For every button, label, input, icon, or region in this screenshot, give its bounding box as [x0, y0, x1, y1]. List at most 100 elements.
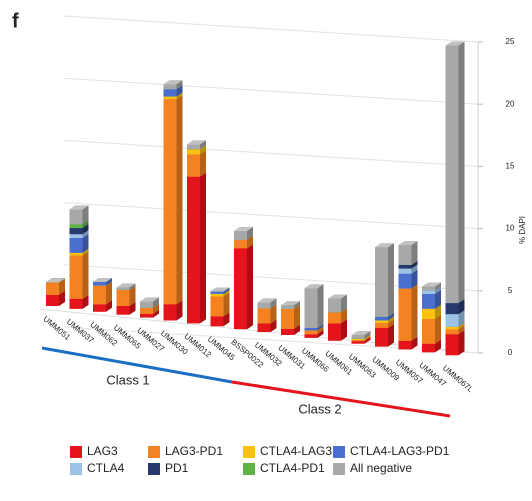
bar-side [223, 289, 230, 297]
bar-segment [234, 248, 247, 330]
bar-segment [351, 338, 365, 340]
bar-side [458, 310, 465, 327]
bar-segment [304, 330, 318, 335]
bar-segment [375, 316, 388, 321]
bar-segment [328, 323, 341, 341]
bar-side [59, 278, 65, 295]
bar-side [458, 322, 465, 330]
bar-segment [69, 228, 83, 235]
legend-label: CTLA4 [87, 461, 125, 475]
x-tick-label: UMM051 [41, 314, 72, 342]
bar-top [140, 297, 159, 302]
bar-segment [93, 285, 106, 305]
bar-side [341, 319, 347, 341]
legend-swatch [243, 463, 255, 475]
legend-swatch [148, 446, 160, 458]
bar-side [411, 260, 418, 269]
bar-top [163, 80, 183, 85]
bar-side [411, 264, 418, 274]
bar-side [82, 220, 89, 229]
bar-segment [210, 291, 224, 294]
bar-segment [445, 326, 459, 330]
bar-top [375, 243, 394, 248]
bar-segment [234, 239, 247, 249]
legend-label: LAG3 [87, 444, 118, 458]
legend-label: All negative [350, 461, 412, 475]
bar-side [82, 233, 89, 253]
bar-side [82, 294, 89, 309]
x-tick-label: UMM062 [88, 320, 119, 348]
x-tick-label: UMM063 [347, 352, 378, 380]
bar-side [388, 316, 394, 323]
x-tick-label: UMM065 [112, 323, 143, 351]
bar-top [93, 277, 112, 282]
bar-side [176, 300, 183, 321]
class-line [231, 380, 451, 418]
bar-segment [257, 302, 271, 309]
x-tick-label: UMM037 [65, 317, 96, 345]
bar-segment [69, 255, 83, 299]
bar-side [82, 205, 89, 225]
legend-label: CTLA4-LAG3 [260, 444, 332, 458]
bar-side [388, 312, 394, 321]
bar-segment [351, 334, 365, 339]
bar-segment [116, 287, 130, 290]
x-tick-label: UMM030 [159, 329, 190, 357]
bar-side [82, 224, 89, 235]
legend-swatch [243, 446, 255, 458]
grid-line [63, 139, 479, 167]
bar-side [294, 301, 300, 309]
annotation: Class 2 [298, 401, 341, 416]
bar-side [153, 309, 159, 318]
bar-side [247, 235, 253, 249]
grid-line [63, 202, 479, 230]
annotation: Class 1 [106, 372, 149, 387]
bar-top [281, 301, 300, 306]
bar-segment [375, 327, 388, 347]
bar-side [223, 287, 230, 294]
bar-top [46, 278, 65, 283]
bar-segment [187, 154, 200, 177]
bar-side [106, 281, 112, 305]
bar-segment [163, 304, 177, 321]
bar-side [59, 290, 65, 306]
bar-segment [422, 308, 435, 319]
bar-segment [257, 308, 271, 324]
bar-segment [163, 96, 177, 100]
bar-side [223, 292, 230, 317]
legend-swatch [70, 463, 82, 475]
bar-segment [351, 341, 365, 344]
x-tick-label: UMM047 [417, 361, 448, 389]
bar-side [364, 335, 371, 342]
bar-segment [140, 307, 153, 314]
x-tick-label: UMM027 [135, 326, 166, 354]
bar-side [411, 336, 418, 350]
bar-side [153, 303, 159, 314]
bar-segment [187, 149, 200, 155]
legend-swatch [70, 446, 82, 458]
bar-top [398, 241, 418, 246]
bar-side [294, 304, 300, 329]
bar-segment [422, 293, 435, 309]
bar-segment [116, 289, 130, 306]
bar-side [129, 283, 136, 290]
bar-segment [328, 312, 341, 324]
bar-segment [351, 339, 365, 342]
bar-top [422, 282, 441, 287]
legend-swatch [148, 463, 160, 475]
bar-segment [445, 45, 459, 304]
bar-segment [281, 328, 294, 335]
bar-segment [445, 334, 459, 356]
y-tick-label: 20 [506, 99, 515, 108]
bar-side [200, 140, 206, 150]
legend-label: LAG3-PD1 [165, 444, 223, 458]
y-axis-title: % DAPI [518, 216, 527, 244]
bar-side [270, 304, 277, 324]
bar-side [341, 294, 347, 313]
bar-side [435, 314, 441, 344]
bar-top [116, 283, 136, 288]
x-tick-label: UMM009 [370, 355, 401, 383]
panel-label: f [12, 10, 19, 32]
bar-segment [140, 313, 153, 318]
bar-top [257, 298, 277, 303]
